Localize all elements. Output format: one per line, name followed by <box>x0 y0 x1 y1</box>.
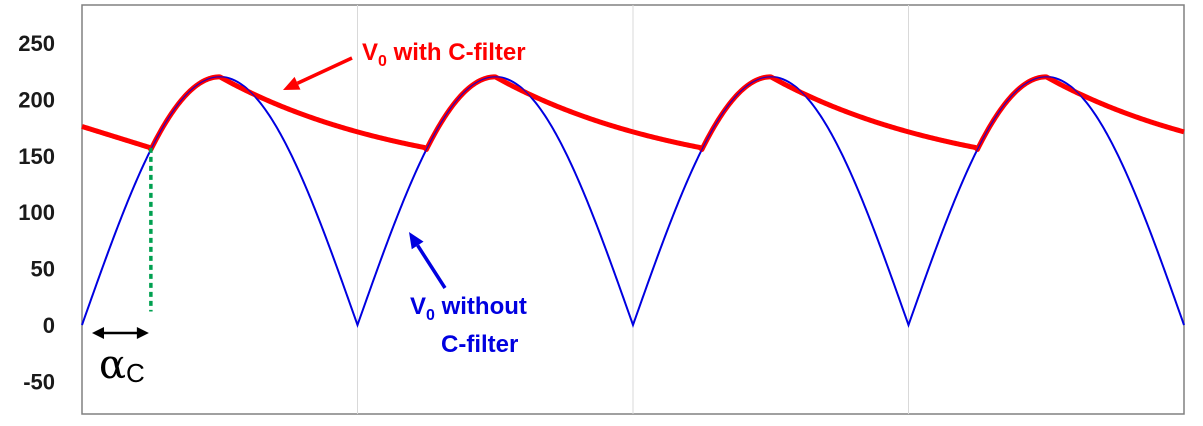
y-tick-label: -50 <box>23 369 55 394</box>
y-tick-label: 0 <box>43 313 55 338</box>
alpha-symbol-char: α <box>99 342 126 388</box>
alpha-marker <box>92 56 447 339</box>
without-filter-annotation-line2: C-filter <box>441 331 518 358</box>
alpha-symbol: αC <box>99 342 145 388</box>
y-tick-label: 250 <box>18 31 55 56</box>
y-tick-label: 100 <box>18 200 55 225</box>
without-filter-label-rest: without <box>435 293 527 320</box>
series-without-filter-overlay <box>81 76 1185 327</box>
without-filter-label-sub: 0 <box>426 307 435 324</box>
with-filter-label-v: V <box>362 39 378 66</box>
y-axis-tick-labels: 250 200 150 100 50 0 -50 <box>18 31 55 394</box>
with-filter-arrow-head <box>283 76 301 90</box>
alpha-arrow-head-right <box>136 327 149 339</box>
with-filter-label-rest: with C-filter <box>387 39 526 66</box>
with-filter-label-sub: 0 <box>378 53 387 70</box>
alpha-arrow-head-left <box>92 327 104 339</box>
with-filter-arrow-shaft <box>296 56 353 85</box>
without-filter-annotation-line1: V0 without <box>410 293 527 324</box>
without-filter-label-v: V <box>410 293 426 320</box>
grid-lines <box>81 4 1185 415</box>
with-filter-annotation: V0 with C-filter <box>362 39 526 70</box>
series-layer <box>80 74 1186 328</box>
without-filter-arrow-shaft <box>416 244 447 289</box>
alpha-symbol-sub: C <box>126 358 145 388</box>
y-tick-label: 200 <box>18 87 55 112</box>
without-filter-arrow-head <box>409 232 424 250</box>
y-tick-label: 50 <box>31 257 55 282</box>
y-tick-label: 150 <box>18 144 55 169</box>
